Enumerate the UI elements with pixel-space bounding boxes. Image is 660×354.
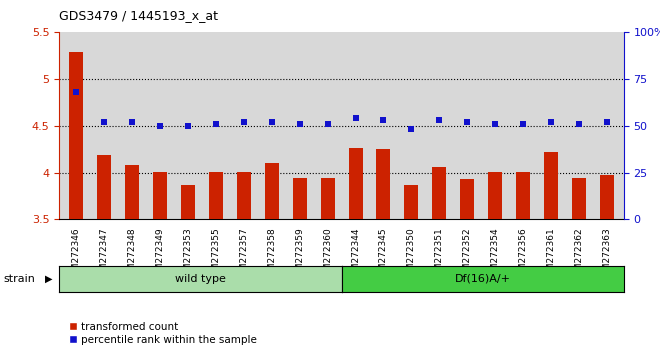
- Bar: [97, 155, 111, 219]
- Bar: [488, 172, 502, 219]
- Point: [378, 117, 389, 123]
- Point: [154, 123, 165, 129]
- Text: Df(16)A/+: Df(16)A/+: [455, 274, 511, 284]
- Bar: [516, 172, 530, 219]
- Point: [127, 119, 137, 125]
- Bar: [405, 185, 418, 219]
- Bar: [237, 172, 251, 219]
- Point: [238, 119, 249, 125]
- Point: [211, 121, 221, 127]
- Bar: [153, 172, 167, 219]
- Bar: [572, 178, 586, 219]
- Legend: transformed count, percentile rank within the sample: transformed count, percentile rank withi…: [65, 317, 261, 349]
- Text: ▶: ▶: [45, 274, 52, 284]
- Bar: [376, 149, 391, 219]
- Point: [322, 121, 333, 127]
- Point: [490, 121, 500, 127]
- Bar: [460, 179, 475, 219]
- Text: wild type: wild type: [175, 274, 226, 284]
- Bar: [69, 52, 83, 219]
- Point: [267, 119, 277, 125]
- Bar: [432, 167, 446, 219]
- Point: [71, 89, 81, 95]
- Point: [183, 123, 193, 129]
- Point: [546, 119, 556, 125]
- Bar: [181, 185, 195, 219]
- Bar: [348, 148, 362, 219]
- Point: [350, 115, 361, 121]
- Point: [602, 119, 612, 125]
- Bar: [265, 163, 279, 219]
- Point: [518, 121, 529, 127]
- Bar: [600, 175, 614, 219]
- Bar: [292, 178, 307, 219]
- Bar: [321, 178, 335, 219]
- Point: [406, 127, 416, 132]
- Point: [294, 121, 305, 127]
- Bar: [125, 165, 139, 219]
- Point: [574, 121, 584, 127]
- Text: strain: strain: [3, 274, 35, 284]
- Text: GDS3479 / 1445193_x_at: GDS3479 / 1445193_x_at: [59, 9, 218, 22]
- Bar: [209, 172, 223, 219]
- Point: [99, 119, 110, 125]
- Point: [462, 119, 473, 125]
- Bar: [544, 152, 558, 219]
- Point: [434, 117, 445, 123]
